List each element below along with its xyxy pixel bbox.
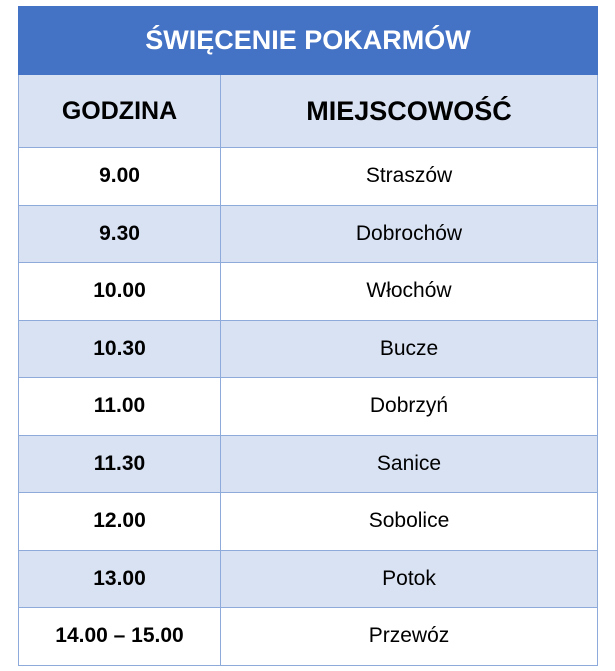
time-cell: 10.30 [18, 319, 221, 378]
time-cell: 10.00 [18, 262, 221, 321]
schedule-table: ŚWIĘCENIE POKARMÓW GODZINA MIEJSCOWOŚĆ 9… [18, 6, 598, 666]
time-cell: 11.00 [18, 377, 221, 436]
place-cell: Włochów [220, 262, 598, 321]
time-cell: 14.00 – 15.00 [18, 607, 221, 666]
table-row: 9.30 Dobrochów [18, 204, 598, 263]
table-title: ŚWIĘCENIE POKARMÓW [18, 6, 598, 75]
table-row: 12.00 Sobolice [18, 492, 598, 551]
place-cell: Przewóz [220, 607, 598, 666]
place-cell: Potok [220, 549, 598, 608]
table-row: 10.30 Bucze [18, 319, 598, 378]
time-cell: 12.00 [18, 492, 221, 551]
place-cell: Sobolice [220, 492, 598, 551]
table-row: 9.00 Straszów [18, 147, 598, 206]
place-cell: Sanice [220, 434, 598, 493]
table-row: 11.30 Sanice [18, 434, 598, 493]
place-cell: Dobrochów [220, 204, 598, 263]
column-header-time: GODZINA [18, 74, 221, 148]
place-cell: Bucze [220, 319, 598, 378]
table-row: 11.00 Dobrzyń [18, 377, 598, 436]
time-cell: 9.00 [18, 147, 221, 206]
table-row: 14.00 – 15.00 Przewóz [18, 607, 598, 666]
time-cell: 13.00 [18, 549, 221, 608]
time-cell: 11.30 [18, 434, 221, 493]
column-header-place: MIEJSCOWOŚĆ [220, 74, 598, 148]
table-row: 13.00 Potok [18, 549, 598, 608]
place-cell: Dobrzyń [220, 377, 598, 436]
time-cell: 9.30 [18, 204, 221, 263]
table-row: 10.00 Włochów [18, 262, 598, 321]
place-cell: Straszów [220, 147, 598, 206]
